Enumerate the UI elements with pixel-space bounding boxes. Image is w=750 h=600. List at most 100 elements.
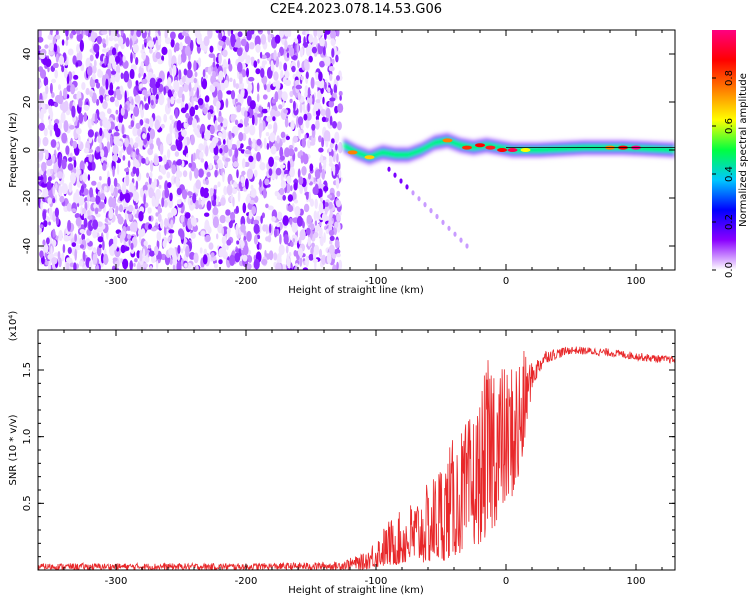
noise-blob xyxy=(199,267,206,270)
noise-blob xyxy=(267,205,274,211)
noise-blob xyxy=(91,180,97,186)
noise-blob xyxy=(94,132,98,140)
noise-blob xyxy=(243,116,249,128)
noise-blob xyxy=(279,164,286,169)
noise-blob xyxy=(46,159,53,166)
noise-blob xyxy=(97,70,104,78)
noise-blob xyxy=(256,138,262,146)
noise-blob xyxy=(75,30,81,36)
noise-blob xyxy=(70,172,76,185)
noise-blob xyxy=(167,89,172,98)
noise-blob xyxy=(127,78,132,89)
noise-blob xyxy=(47,34,54,40)
noise-blob xyxy=(243,230,247,237)
tail-blob xyxy=(429,208,433,214)
noise-blob xyxy=(132,151,136,162)
noise-blob xyxy=(261,54,267,60)
noise-blob xyxy=(97,221,103,227)
noise-blob xyxy=(44,260,49,266)
noise-blob xyxy=(132,43,139,54)
signal-core xyxy=(485,145,496,150)
noise-blob xyxy=(325,216,330,221)
noise-blob xyxy=(181,129,187,137)
noise-blob xyxy=(335,177,340,189)
noise-blob xyxy=(218,132,223,137)
noise-blob xyxy=(135,122,141,130)
noise-blob xyxy=(45,149,49,160)
noise-blob xyxy=(259,51,263,59)
noise-blob xyxy=(337,103,344,113)
noise-blob xyxy=(158,93,165,106)
noise-blob xyxy=(320,108,327,116)
noise-blob xyxy=(261,259,268,265)
noise-blob xyxy=(135,136,141,144)
noise-blob xyxy=(85,238,90,243)
noise-blob xyxy=(161,46,168,56)
noise-blob xyxy=(327,87,331,93)
signal-cores xyxy=(347,138,641,160)
noise-blob xyxy=(38,150,44,161)
noise-blob xyxy=(283,30,290,37)
noise-blob xyxy=(313,30,318,38)
noise-blob xyxy=(327,252,331,257)
noise-blob xyxy=(223,144,229,154)
noise-blob xyxy=(181,189,188,200)
noise-blob xyxy=(194,104,199,111)
noise-blob xyxy=(180,52,187,63)
colorbar-gradient xyxy=(712,30,736,270)
noise-blob xyxy=(113,132,120,137)
noise-blob xyxy=(190,134,195,146)
noise-blob xyxy=(329,97,336,102)
noise-blob xyxy=(61,158,67,170)
noise-blob xyxy=(154,119,160,130)
noise-blob xyxy=(198,143,204,151)
noise-blob xyxy=(169,192,173,202)
noise-blob xyxy=(228,130,232,140)
noise-blob xyxy=(311,94,315,105)
signal-core xyxy=(442,138,453,143)
noise-blob xyxy=(297,92,302,101)
noise-blob xyxy=(304,58,309,70)
noise-blob xyxy=(257,30,262,33)
noise-blob xyxy=(321,168,326,180)
noise-blob xyxy=(284,39,288,50)
noise-blob xyxy=(218,70,224,81)
noise-blob xyxy=(328,66,335,72)
noise-blob xyxy=(217,124,222,132)
noise-blob xyxy=(290,241,294,247)
noise-blob xyxy=(113,135,120,146)
noise-blob xyxy=(239,73,243,85)
noise-blob xyxy=(44,245,49,251)
noise-blob xyxy=(212,61,216,68)
noise-blob xyxy=(274,34,281,44)
noise-blob xyxy=(324,31,327,40)
noise-blob xyxy=(151,255,156,264)
noise-blob xyxy=(113,186,118,198)
noise-blob xyxy=(147,71,153,78)
noise-blob xyxy=(319,235,324,247)
noise-blob xyxy=(317,30,321,39)
noise-blob xyxy=(243,244,249,256)
noise-blob xyxy=(221,227,224,236)
noise-blob xyxy=(314,183,319,193)
tail-blob xyxy=(393,172,397,178)
noise-blob xyxy=(320,202,324,213)
signal-core xyxy=(507,148,518,152)
noise-blob xyxy=(58,257,62,268)
noise-blob xyxy=(66,202,72,212)
noise-blob xyxy=(57,250,61,260)
noise-blob xyxy=(263,137,267,149)
noise-blob xyxy=(276,135,280,144)
noise-blob xyxy=(143,240,148,247)
noise-blob xyxy=(129,260,133,270)
noise-blob xyxy=(286,52,290,58)
noise-blob xyxy=(231,187,238,195)
noise-blob xyxy=(300,154,304,164)
noise-blob xyxy=(313,250,317,262)
noise-blob xyxy=(281,91,288,102)
noise-blob xyxy=(176,187,182,196)
noise-blob xyxy=(226,184,233,196)
noise-blob xyxy=(338,90,343,97)
noise-blob xyxy=(149,47,153,54)
noise-blob xyxy=(64,100,69,112)
